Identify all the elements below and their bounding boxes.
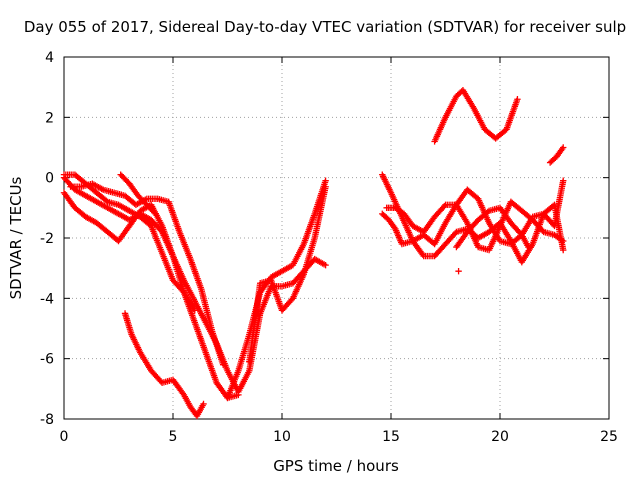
x-tick-label: 5 — [169, 429, 178, 445]
y-tick-label: -2 — [40, 231, 54, 247]
data-point — [441, 202, 448, 210]
data-point — [560, 237, 567, 245]
data-point — [558, 236, 565, 244]
data-point — [560, 144, 567, 151]
data-point — [560, 177, 567, 184]
data-point — [151, 209, 158, 216]
data-point — [455, 267, 462, 275]
y-tick-label: -4 — [40, 291, 54, 307]
series-track-9 — [246, 183, 329, 365]
data-point — [514, 96, 521, 103]
x-tick-label: 10 — [273, 429, 291, 445]
y-tick-label: -6 — [40, 352, 54, 368]
series-track-5 — [121, 310, 207, 420]
x-tick-label: 25 — [600, 429, 618, 445]
series-outlier — [455, 267, 462, 275]
data-point — [322, 261, 329, 269]
series-track-15 — [546, 144, 567, 166]
y-tick-label: -8 — [40, 412, 54, 428]
data-points — [60, 86, 567, 420]
series-track-6 — [117, 171, 159, 218]
data-point — [322, 183, 329, 190]
data-point — [200, 400, 207, 408]
series-track-13 — [431, 86, 521, 145]
y-tick-label: 0 — [45, 171, 54, 187]
series-track-2 — [60, 189, 198, 305]
data-point — [152, 210, 159, 218]
y-axis-label: SDTVAR / TECUs — [7, 176, 25, 299]
chart-title: Day 055 of 2017, Sidereal Day-to-day VTE… — [24, 18, 626, 36]
x-axis-label: GPS time / hours — [273, 457, 399, 475]
y-tick-label: 4 — [45, 50, 54, 66]
data-point — [525, 243, 532, 251]
axis-ticks: 0 5 10 15 20 25 -8 -6 -4 -2 0 2 4 — [40, 50, 618, 445]
series-track-7 — [191, 255, 329, 396]
series-track-14 — [453, 204, 532, 251]
x-tick-label: 0 — [60, 429, 69, 445]
y-tick-label: 2 — [45, 110, 54, 126]
x-tick-label: 20 — [491, 429, 509, 445]
x-tick-label: 15 — [382, 429, 400, 445]
data-point — [322, 177, 329, 184]
data-point — [560, 246, 567, 254]
